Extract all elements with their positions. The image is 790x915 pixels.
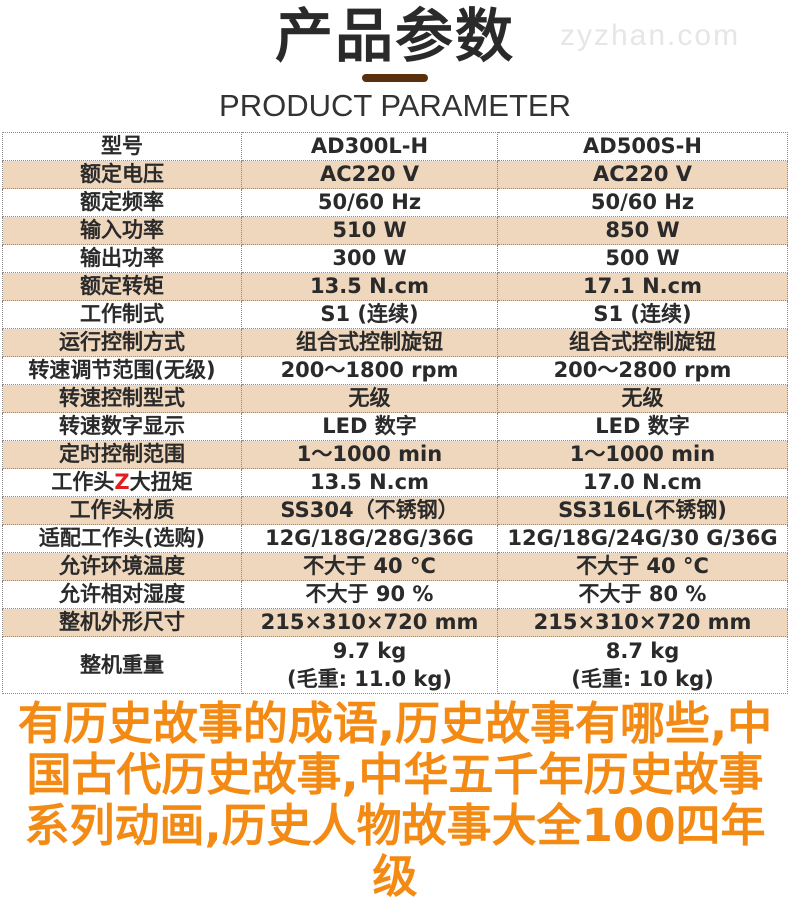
param-value: 17.1 N.cm xyxy=(497,272,788,301)
table-row: 允许相对湿度 不大于 90 % 不大于 80 % xyxy=(2,580,788,609)
param-label: 工作头材质 xyxy=(2,496,242,525)
table-row: 转速控制型式 无级 无级 xyxy=(2,384,788,413)
param-value: AC220 V xyxy=(241,160,498,189)
param-label: 工作头Z大扭矩 xyxy=(2,468,242,497)
param-value: 组合式控制旋钮 xyxy=(241,328,498,357)
overlay-text: 有历史故事的成语,历史故事有哪些,中国古代历史故事,中华五千年历史故事系列动画,… xyxy=(17,697,773,903)
param-value: 500 W xyxy=(497,244,788,273)
param-value: SS316L(不锈钢) xyxy=(497,496,788,525)
param-value: 不大于 90 % xyxy=(241,580,498,609)
param-label: 整机重量 xyxy=(2,636,242,694)
param-value: LED 数字 xyxy=(241,412,498,441)
param-label: 工作制式 xyxy=(2,300,242,329)
highlight-letter: Z xyxy=(114,470,130,494)
param-label: 允许环境温度 xyxy=(2,552,242,581)
table-row: 工作制式 S1 (连续) S1 (连续) xyxy=(2,300,788,329)
param-value: AC220 V xyxy=(497,160,788,189)
table-header-row: 型号 AD300L-H AD500S-H xyxy=(2,132,788,161)
table-row: 运行控制方式 组合式控制旋钮 组合式控制旋钮 xyxy=(2,328,788,357)
param-value: 215×310×720 mm xyxy=(497,608,788,637)
table-row: 适配工作头(选购) 12G/18G/28G/36G 12G/18G/24G/30 G… xyxy=(2,524,788,553)
table-row: 工作头Z大扭矩 13.5 N.cm 17.0 N.cm xyxy=(2,468,788,497)
param-value: 无级 xyxy=(241,384,498,413)
table-row: 工作头材质 SS304（不锈钢） SS316L(不锈钢) xyxy=(2,496,788,525)
param-value: 12G/18G/24G/30 G/36G xyxy=(497,524,788,553)
param-label: 转速控制型式 xyxy=(2,384,242,413)
title-divider xyxy=(362,74,428,82)
param-value: 不大于 40 °C xyxy=(497,552,788,581)
net-weight: 8.7 kg xyxy=(605,638,680,663)
param-value: 300 W xyxy=(241,244,498,273)
net-weight: 9.7 kg xyxy=(332,638,407,663)
param-label: 适配工作头(选购) xyxy=(2,524,242,553)
table-row: 整机外形尺寸 215×310×720 mm 215×310×720 mm xyxy=(2,608,788,637)
param-value: 850 W xyxy=(497,216,788,245)
param-value: 510 W xyxy=(241,216,498,245)
param-value: 200～2800 rpm xyxy=(497,356,788,385)
watermark: zyzhan.com xyxy=(560,19,741,52)
param-label: 运行控制方式 xyxy=(2,328,242,357)
param-value: 12G/18G/28G/36G xyxy=(241,524,498,553)
param-label: 转速数字显示 xyxy=(2,412,242,441)
table-row: 整机重量 9.7 kg (毛重: 11.0 kg) 8.7 kg (毛重: 10 kg) xyxy=(2,636,788,694)
param-label: 整机外形尺寸 xyxy=(2,608,242,637)
param-label: 输出功率 xyxy=(2,244,242,273)
param-value: 50/60 Hz xyxy=(497,188,788,217)
param-label: 额定转矩 xyxy=(2,272,242,301)
param-value: 组合式控制旋钮 xyxy=(497,328,788,357)
table-row: 额定电压 AC220 V AC220 V xyxy=(2,160,788,189)
param-label: 允许相对湿度 xyxy=(2,580,242,609)
param-label: 输入功率 xyxy=(2,216,242,245)
param-value: S1 (连续) xyxy=(497,300,788,329)
param-value: 50/60 Hz xyxy=(241,188,498,217)
page-title: 产品参数 xyxy=(274,2,515,70)
param-value: 不大于 80 % xyxy=(497,580,788,609)
param-value: 1～1000 min xyxy=(241,440,498,469)
param-value: 1～1000 min xyxy=(497,440,788,469)
param-label: 额定频率 xyxy=(2,188,242,217)
param-value: 13.5 N.cm xyxy=(241,272,498,301)
table-row: 转速数字显示 LED 数字 LED 数字 xyxy=(2,412,788,441)
param-label: 转速调节范围(无级) xyxy=(2,356,242,385)
table-row: 额定频率 50/60 Hz 50/60 Hz xyxy=(2,188,788,217)
param-label: 定时控制范围 xyxy=(2,440,242,469)
param-value: SS304（不锈钢） xyxy=(241,496,498,525)
param-value: 215×310×720 mm xyxy=(241,608,498,637)
param-value: 200～1800 rpm xyxy=(241,356,498,385)
param-value: 13.5 N.cm xyxy=(241,468,498,497)
header-cell: AD500S-H xyxy=(497,132,788,161)
param-value: 不大于 40 °C xyxy=(241,552,498,581)
table-row: 定时控制范围 1～1000 min 1～1000 min xyxy=(2,440,788,469)
page-subtitle: PRODUCT PARAMETER xyxy=(219,88,571,123)
table-row: 额定转矩 13.5 N.cm 17.1 N.cm xyxy=(2,272,788,301)
table-row: 允许环境温度 不大于 40 °C 不大于 40 °C xyxy=(2,552,788,581)
param-value: 8.7 kg (毛重: 10 kg) xyxy=(497,636,788,694)
param-value: 9.7 kg (毛重: 11.0 kg) xyxy=(241,636,498,694)
gross-weight: (毛重: 10 kg) xyxy=(571,666,714,691)
gross-weight: (毛重: 11.0 kg) xyxy=(286,666,453,691)
param-label: 额定电压 xyxy=(2,160,242,189)
param-value: 无级 xyxy=(497,384,788,413)
table-row: 转速调节范围(无级) 200～1800 rpm 200～2800 rpm xyxy=(2,356,788,385)
header-cell: 型号 xyxy=(2,132,242,161)
table-row: 输入功率 510 W 850 W xyxy=(2,216,788,245)
header-cell: AD300L-H xyxy=(241,132,498,161)
table-row: 输出功率 300 W 500 W xyxy=(2,244,788,273)
param-value: S1 (连续) xyxy=(241,300,498,329)
param-value: LED 数字 xyxy=(497,412,788,441)
param-value: 17.0 N.cm xyxy=(497,468,788,497)
